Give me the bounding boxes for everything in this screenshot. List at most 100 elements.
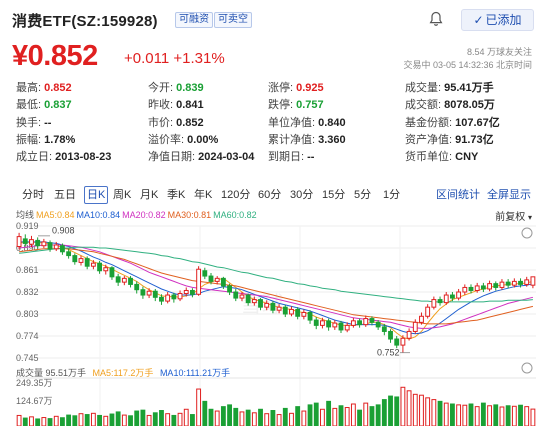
quote-cell: 昨收: 0.841	[148, 96, 204, 112]
quote-value: --	[307, 151, 315, 164]
period-tab[interactable]: 15分	[322, 189, 346, 201]
volume-bar	[474, 406, 480, 426]
candle-body	[270, 302, 276, 311]
candle-body	[239, 294, 245, 299]
volume-bar	[190, 414, 195, 426]
quote-cell: 跌停: 0.757	[268, 96, 324, 112]
period-tab[interactable]: 季K	[167, 189, 186, 201]
quote-value: 0.852	[176, 116, 204, 129]
volume-bar	[499, 406, 505, 426]
candle-body	[301, 311, 307, 317]
quote-label: 市价:	[148, 116, 177, 129]
volume-bar	[326, 400, 332, 426]
ma-legend-item: MA5:0.84	[36, 210, 75, 220]
adjust-selector[interactable]: 前复权 ▾	[495, 208, 532, 223]
quote-value: 0.852	[44, 82, 72, 94]
candle-body	[462, 286, 468, 293]
candle-body	[90, 262, 96, 267]
ma-legend-item: MA30:0.81	[167, 210, 212, 220]
volume-bar	[214, 410, 220, 426]
volume-bar	[332, 407, 338, 426]
quote-label: 净值日期:	[148, 151, 199, 164]
candle-body	[171, 294, 177, 300]
period-tab[interactable]: 周K	[113, 189, 132, 201]
quote-value: 1.78%	[44, 133, 76, 146]
volume-bar	[121, 414, 127, 426]
candle-body	[400, 337, 406, 346]
y-tick-label: 0.745	[16, 353, 39, 363]
quote-value: 0.841	[176, 99, 204, 112]
period-tab[interactable]: 月K	[140, 189, 159, 201]
quote-value: --	[44, 116, 52, 129]
fullscreen-link[interactable]: 全屏显示	[487, 189, 531, 201]
volume-bar	[109, 413, 115, 426]
candle-body	[499, 281, 505, 288]
quote-label: 单位净值:	[268, 116, 319, 129]
volume-bar	[159, 410, 164, 426]
volume-bar	[245, 409, 251, 426]
quote-value: 2024-03-04	[198, 151, 255, 164]
volume-bar	[84, 414, 90, 426]
period-tab[interactable]: 1分	[383, 189, 401, 201]
volume-bar	[307, 404, 313, 426]
candle-body	[480, 285, 486, 290]
quote-row: 成立日: 2013-08-23 净值日期: 2024-03-04 到期日: -- 货币…	[0, 148, 544, 165]
candle-body	[140, 289, 146, 296]
added-to-watchlist-button[interactable]: ✓ 已添加	[461, 9, 534, 31]
period-tab[interactable]: 年K	[194, 189, 213, 201]
volume-bar	[16, 414, 22, 426]
quote-cell: 换手: --	[16, 114, 51, 130]
volume-bar	[375, 404, 381, 426]
candle-body	[41, 241, 47, 247]
candle-body	[245, 294, 251, 304]
candle-body	[394, 338, 400, 346]
volume-bar	[264, 413, 270, 426]
period-tab[interactable]: 30分	[290, 189, 314, 201]
ma-legend-label: 均线	[16, 210, 35, 220]
period-tab[interactable]: 分时	[22, 189, 44, 201]
candle-body	[103, 267, 109, 272]
kline-chart[interactable]: 0.9190.8900.8610.8320.8030.7740.745雪球0.9…	[0, 220, 544, 426]
y-tick-label: 0.774	[16, 331, 39, 341]
range-stats-link[interactable]: 区间统计	[436, 189, 480, 201]
volume-bar	[152, 412, 158, 426]
y-tick-label: 0.803	[16, 309, 39, 319]
volume-legend: 成交量 95.51万手 MA5:117.2万手 MA10:111.21万手	[16, 366, 234, 379]
volume-bar	[53, 415, 59, 426]
quote-value: 95.41万手	[444, 82, 494, 94]
ma-legend-item: MA20:0.82	[122, 210, 166, 220]
period-tab[interactable]: 五日	[54, 189, 76, 201]
margin-financing-badge[interactable]: 可融资	[175, 12, 213, 28]
quote-row: 最低: 0.837 昨收: 0.841 跌停: 0.757 成交额: 8078.05万	[0, 96, 544, 113]
candle-body	[295, 308, 301, 317]
volume-bar	[72, 415, 78, 426]
volume-bar	[480, 402, 486, 426]
volume-bar	[357, 409, 362, 426]
bell-icon[interactable]	[429, 11, 443, 27]
quote-value: 0.837	[44, 99, 72, 112]
quote-cell: 成立日: 2013-08-23	[16, 148, 111, 164]
candle-body	[251, 299, 257, 304]
short-selling-badge[interactable]: 可卖空	[214, 12, 252, 28]
candle-body	[53, 244, 59, 250]
period-tab[interactable]: 日K	[84, 186, 109, 204]
candle-body	[196, 268, 202, 295]
quote-cell: 市价: 0.852	[148, 114, 204, 130]
period-tab[interactable]: 60分	[258, 189, 282, 201]
candle-body	[227, 285, 232, 293]
candle-body	[84, 258, 90, 267]
period-tab[interactable]: 120分	[221, 189, 251, 201]
candle-body	[146, 290, 152, 296]
candle-body	[431, 299, 437, 308]
period-tab[interactable]: 5分	[354, 189, 372, 201]
quote-cell: 最低: 0.837	[16, 96, 72, 112]
ma-line	[19, 248, 534, 325]
candle-body	[214, 277, 220, 282]
volume-bar	[66, 414, 72, 426]
candle-body	[282, 306, 288, 315]
chevron-down-icon: ▾	[527, 213, 532, 222]
price-change-value: +0.011	[124, 50, 170, 67]
candle-body	[97, 262, 102, 272]
stock-header: 消费ETF(SZ:159928) 可融资 可卖空 ✓ 已添加	[0, 0, 544, 40]
candle-body	[468, 286, 474, 291]
